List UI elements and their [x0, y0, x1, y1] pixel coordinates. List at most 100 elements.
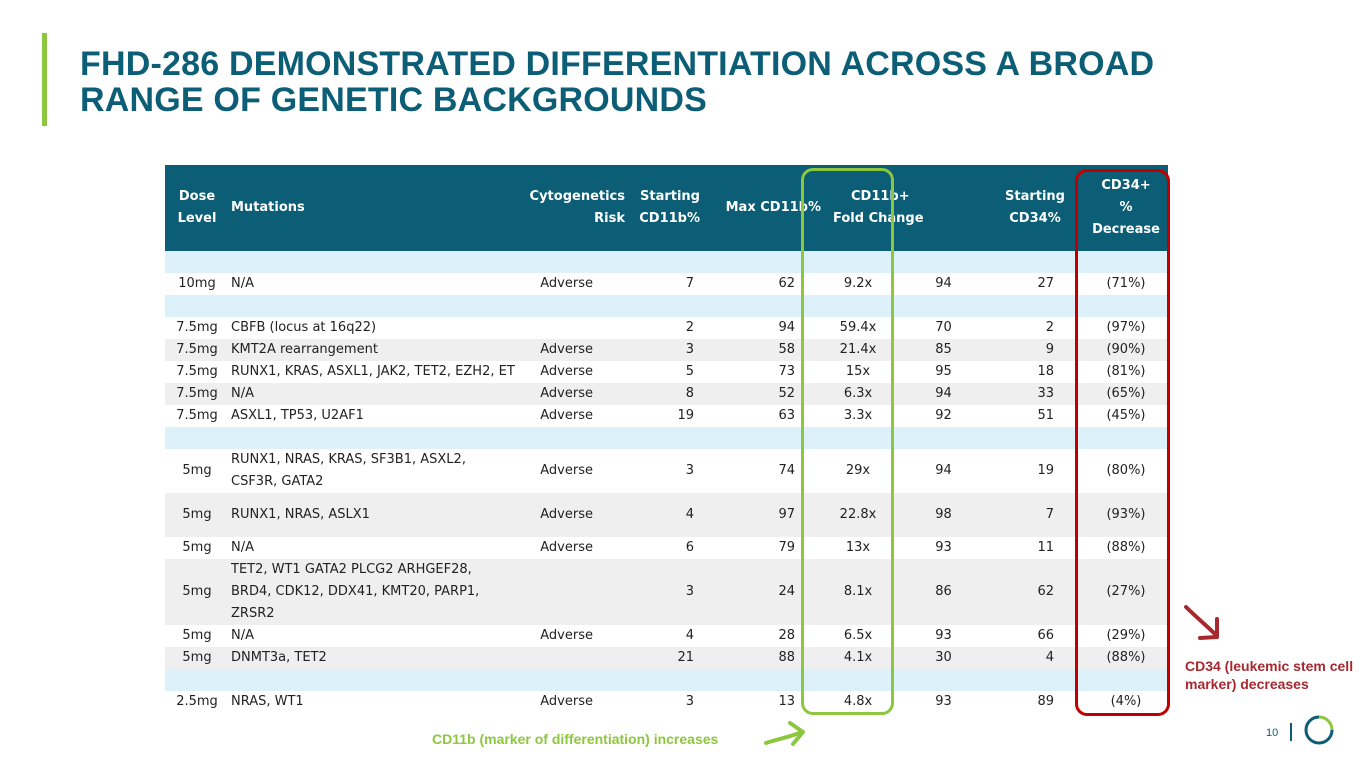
table-row: 5mg N/A Adverse 6 79 13x 93 11 (88%) — [165, 537, 1168, 559]
starting-cd11b-cell: 8 — [627, 383, 702, 405]
min-cd34-cell: 66 — [998, 625, 1084, 647]
starting-cd11b-cell: 3 — [627, 339, 702, 361]
mutations-cell: ASXL1, TP53, U2AF1 — [229, 405, 516, 427]
mutations-cell: RUNX1, NRAS, ASLX1 — [229, 493, 516, 537]
cytogenetics-cell — [516, 559, 627, 625]
cytogenetics-cell: Adverse — [516, 625, 627, 647]
starting-cd11b-cell: 5 — [627, 361, 702, 383]
red-arrow-icon — [1184, 605, 1219, 640]
starting-cd11b-cell: 3 — [627, 691, 702, 713]
max-cd11b-cell: 62 — [702, 273, 823, 295]
mutations-cell: RUNX1, KRAS, ASXL1, JAK2, TET2, EZH2, ET… — [229, 361, 516, 383]
cytogenetics-cell: Adverse — [516, 361, 627, 383]
results-table: Dose Level Mutations Cytogenetics Risk Sta… — [165, 165, 1168, 713]
dose-cell: 5mg — [165, 559, 229, 625]
mutations-cell: CBFB (locus at 16q22) — [229, 317, 516, 339]
spacer-cell — [165, 295, 1168, 317]
cd11b-annotation: CD11b (marker of differentiation) increa… — [432, 731, 719, 747]
cytogenetics-cell: Adverse — [516, 339, 627, 361]
mutations-cell: NRAS, WT1 — [229, 691, 516, 713]
table-row: 5mg DNMT3a, TET2 21 88 4.1x 30 4 (88%) — [165, 647, 1168, 669]
table-row: 10mg N/A Adverse 7 62 9.2x 94 27 (71%) — [165, 273, 1168, 295]
min-cd34-cell: 19 — [998, 449, 1084, 493]
mutations-cell: N/A — [229, 537, 516, 559]
cd34-decrease-cell: (65%) — [1084, 383, 1168, 405]
mutations-cell: RUNX1, NRAS, KRAS, SF3B1, ASXL2, CSF3R, … — [229, 449, 516, 493]
table-row: 2.5mg NRAS, WT1 Adverse 3 13 4.8x 93 89 (4%) — [165, 691, 1168, 713]
fold-change-cell: 3.3x — [823, 405, 889, 427]
starting-cd11b-cell: 2 — [627, 317, 702, 339]
cd34-decrease-cell: (45%) — [1084, 405, 1168, 427]
min-cd34-cell: 4 — [998, 647, 1084, 669]
dose-cell: 5mg — [165, 625, 229, 647]
page-number-divider — [1290, 723, 1292, 741]
cd34-highlight-box — [1075, 169, 1170, 716]
fold-change-cell: 29x — [823, 449, 889, 493]
fold-change-cell: 59.4x — [823, 317, 889, 339]
cd34-decrease-cell: (71%) — [1084, 273, 1168, 295]
mutations-cell: N/A — [229, 383, 516, 405]
green-arrow-icon — [764, 721, 805, 746]
max-cd11b-cell: 94 — [702, 317, 823, 339]
starting-cd11b-cell: 4 — [627, 625, 702, 647]
starting-cd11b-cell: 21 — [627, 647, 702, 669]
min-cd34-cell: 9 — [998, 339, 1084, 361]
table-spacer-row — [165, 669, 1168, 691]
cd34-decrease-cell: (88%) — [1084, 537, 1168, 559]
starting-cd11b-cell: 19 — [627, 405, 702, 427]
fold-change-cell: 4.1x — [823, 647, 889, 669]
starting-cd34-cell: 94 — [889, 273, 998, 295]
cytogenetics-cell: Adverse — [516, 691, 627, 713]
dose-cell: 10mg — [165, 273, 229, 295]
max-cd11b-cell: 58 — [702, 339, 823, 361]
table-row: 5mg N/A Adverse 4 28 6.5x 93 66 (29%) — [165, 625, 1168, 647]
title-accent-bar — [42, 33, 47, 126]
page-number: 10 — [1266, 727, 1279, 739]
dose-cell: 7.5mg — [165, 383, 229, 405]
starting-cd34-cell: 93 — [889, 537, 998, 559]
min-cd34-cell: 18 — [998, 361, 1084, 383]
cd34-annotation: CD34 (leukemic stem cell marker) decreas… — [1185, 658, 1354, 692]
mutations-cell: TET2, WT1 GATA2 PLCG2 ARHGEF28, BRD4, CD… — [229, 559, 516, 625]
fold-change-cell: 9.2x — [823, 273, 889, 295]
starting-cd34-cell: 95 — [889, 361, 998, 383]
cytogenetics-cell: Adverse — [516, 383, 627, 405]
min-cd34-cell: 27 — [998, 273, 1084, 295]
dose-cell: 5mg — [165, 537, 229, 559]
max-cd11b-cell: 28 — [702, 625, 823, 647]
max-cd11b-cell: 63 — [702, 405, 823, 427]
fold-change-cell: 21.4x — [823, 339, 889, 361]
table-row: 5mg RUNX1, NRAS, KRAS, SF3B1, ASXL2, CSF3… — [165, 449, 1168, 493]
cd34-decrease-cell: (81%) — [1084, 361, 1168, 383]
table-row: 7.5mg CBFB (locus at 16q22) 2 94 59.4x 70 2 (97… — [165, 317, 1168, 339]
min-cd34-cell: 2 — [998, 317, 1084, 339]
cytogenetics-cell: Adverse — [516, 405, 627, 427]
fold-change-cell: 6.5x — [823, 625, 889, 647]
starting-cd34-cell: 86 — [889, 559, 998, 625]
mutations-cell: KMT2A rearrangement — [229, 339, 516, 361]
spacer-cell — [165, 669, 1168, 691]
max-cd11b-cell: 13 — [702, 691, 823, 713]
starting-cd34-cell: 30 — [889, 647, 998, 669]
table-row: 7.5mg KMT2A rearrangement Adverse 3 58 21.4x 8… — [165, 339, 1168, 361]
cytogenetics-cell: Adverse — [516, 273, 627, 295]
header-min-cd34: Starting CD34% — [998, 165, 1084, 251]
header-cytogenetics: Cytogenetics Risk — [516, 165, 627, 251]
starting-cd11b-cell: 7 — [627, 273, 702, 295]
cd34-decrease-cell: (93%) — [1084, 493, 1168, 537]
header-cd34-decrease: CD34+% Decrease — [1084, 165, 1168, 251]
fold-change-cell: 13x — [823, 537, 889, 559]
starting-cd34-cell: 94 — [889, 449, 998, 493]
header-dose: Dose Level — [165, 165, 229, 251]
cd34-decrease-cell: (90%) — [1084, 339, 1168, 361]
table-row: 7.5mg RUNX1, KRAS, ASXL1, JAK2, TET2, EZH… — [165, 361, 1168, 383]
cytogenetics-cell: Adverse — [516, 449, 627, 493]
fold-change-cell: 6.3x — [823, 383, 889, 405]
starting-cd11b-cell: 6 — [627, 537, 702, 559]
starting-cd11b-cell: 3 — [627, 559, 702, 625]
min-cd34-cell: 33 — [998, 383, 1084, 405]
mutations-cell: N/A — [229, 625, 516, 647]
table-spacer-row — [165, 251, 1168, 273]
max-cd11b-cell: 79 — [702, 537, 823, 559]
max-cd11b-cell: 88 — [702, 647, 823, 669]
